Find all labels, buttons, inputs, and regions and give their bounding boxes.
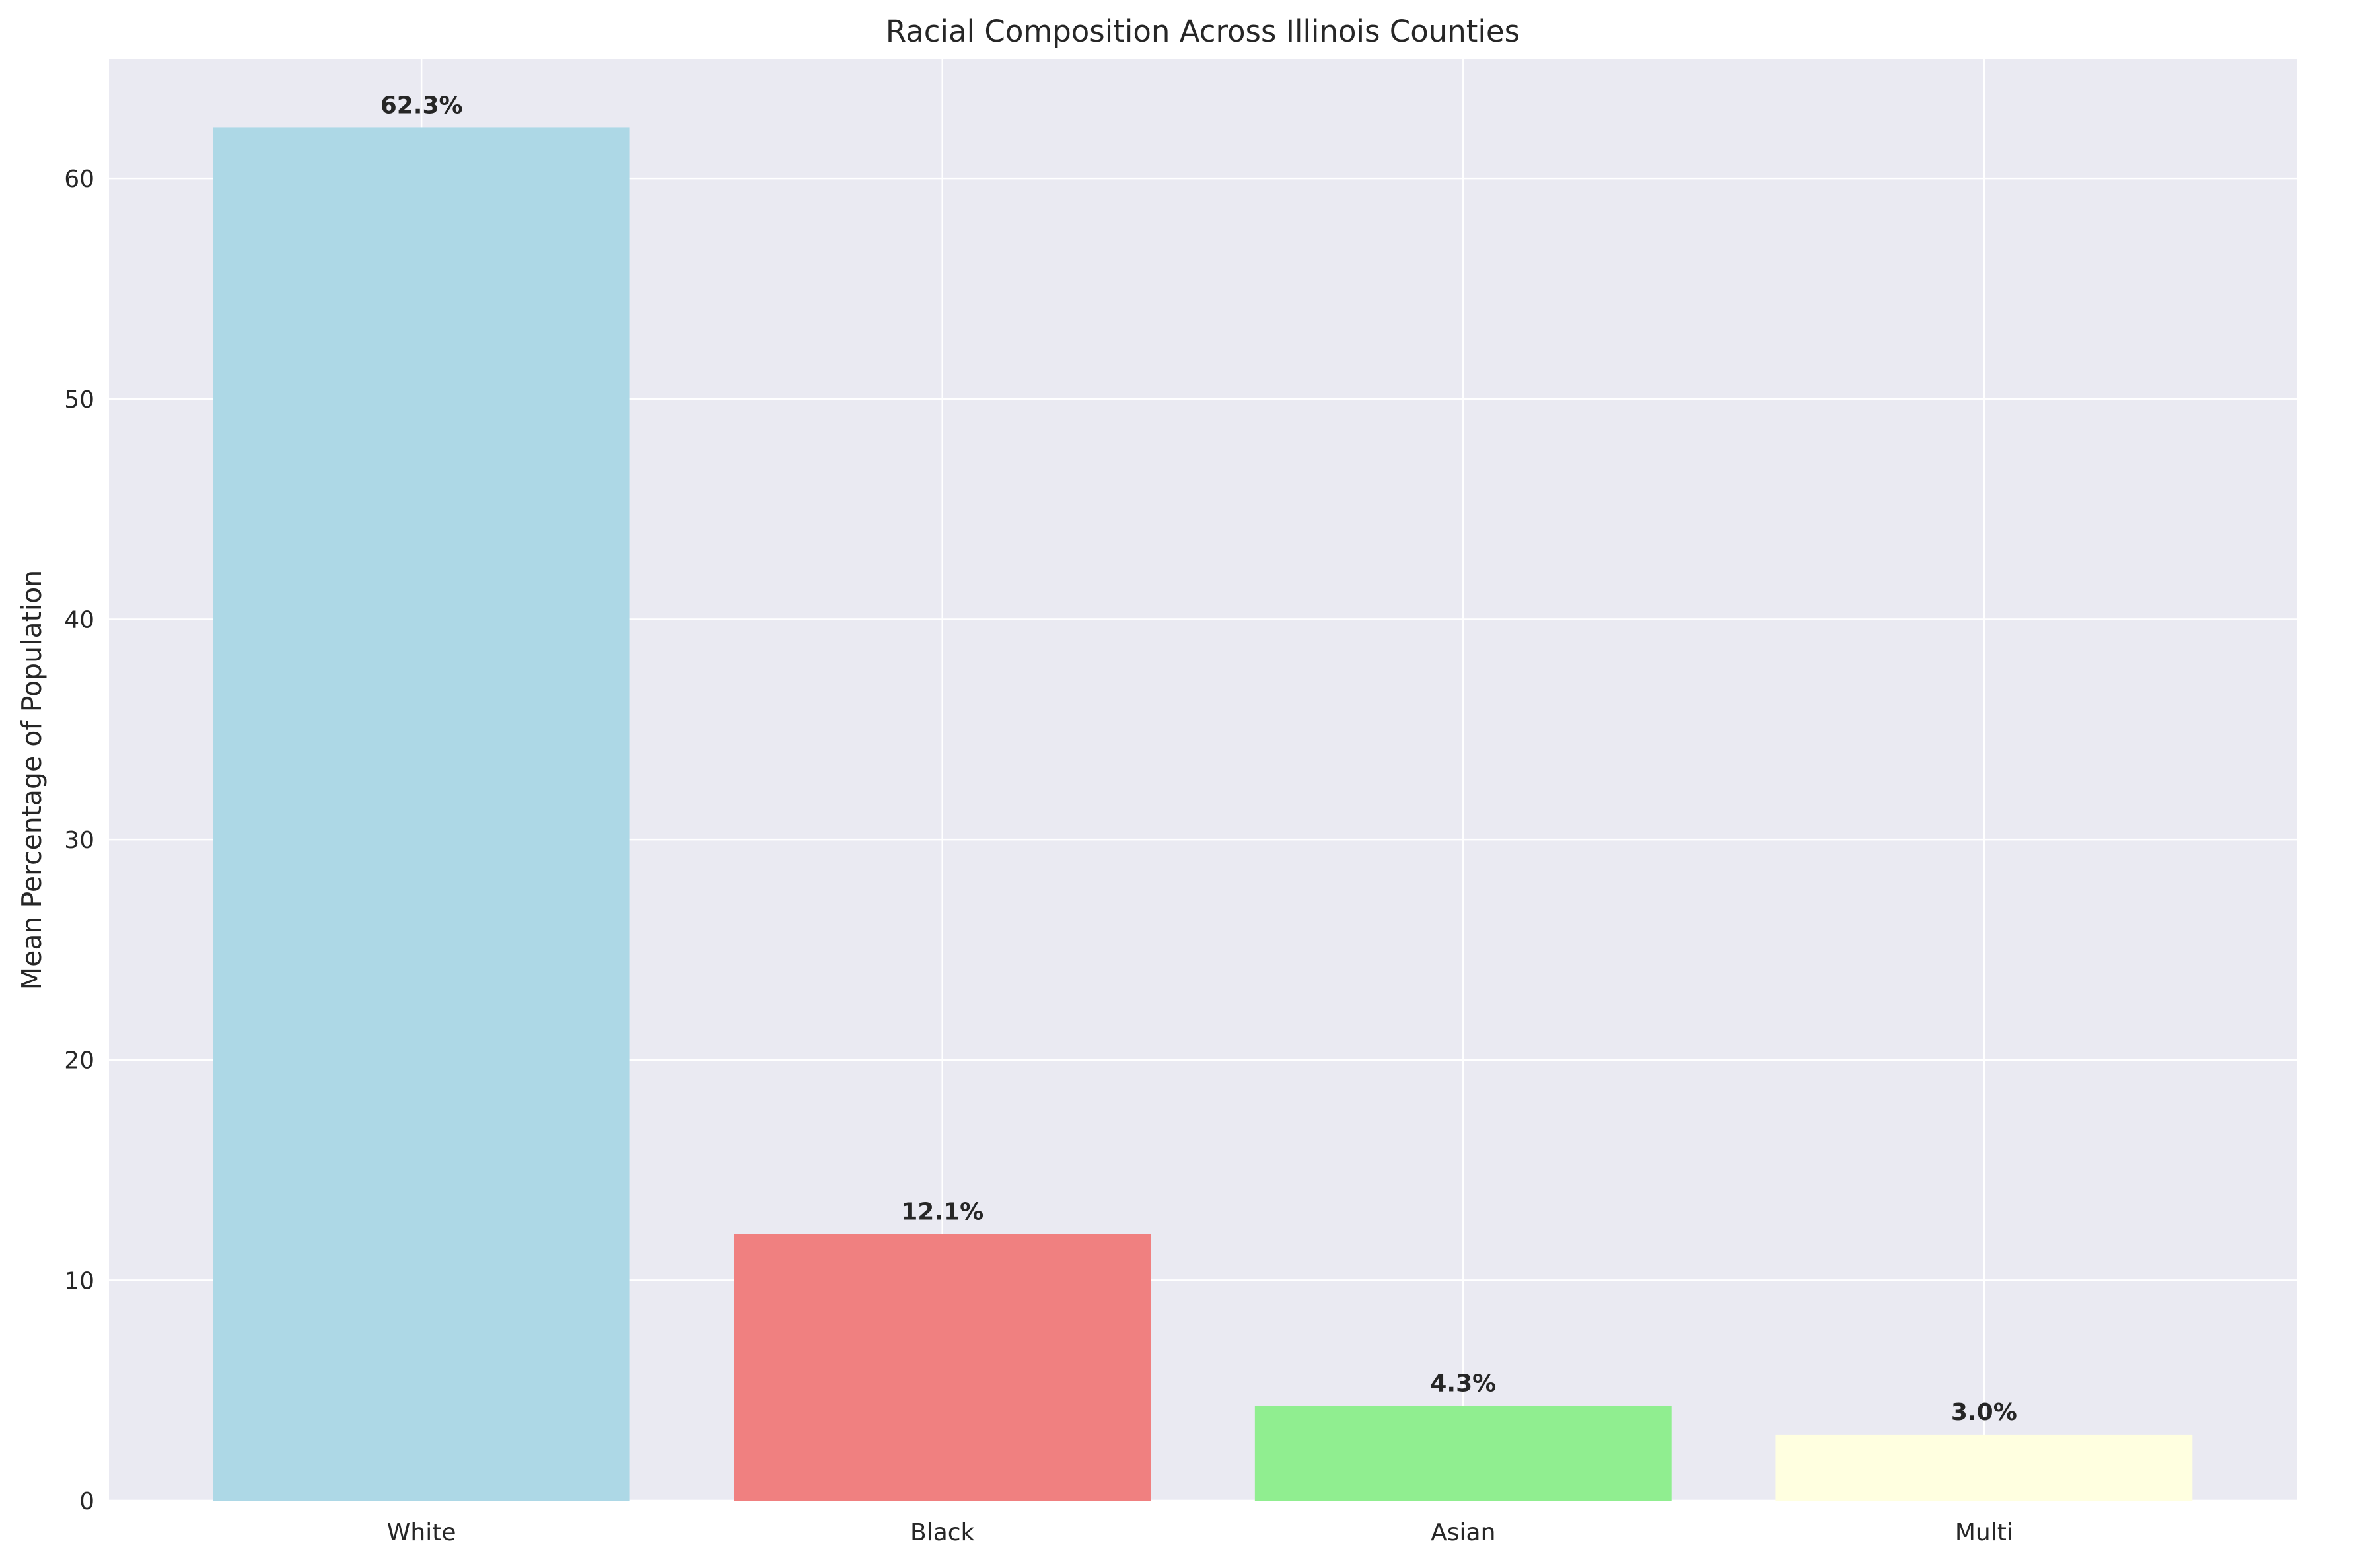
data-label-multi: 3.0% (1951, 1399, 2017, 1426)
x-tick-label-asian: Asian (1431, 1519, 1495, 1546)
data-label-black: 12.1% (901, 1198, 983, 1225)
y-tick-label-60: 60 (64, 166, 94, 193)
y-tick-label-50: 50 (64, 386, 94, 413)
x-tick-label-black: Black (910, 1519, 975, 1546)
data-labels: 62.3% 12.1% 4.3% 3.0% (380, 92, 2017, 1425)
data-label-asian: 4.3% (1430, 1371, 1496, 1398)
bar-white (213, 127, 630, 1501)
y-tick-label-0: 0 (79, 1488, 94, 1515)
y-tick-label-30: 30 (64, 827, 94, 854)
x-axis-ticks: White Black Asian Multi (387, 1519, 2013, 1546)
y-axis-ticks: 0 10 20 30 40 50 60 (64, 166, 94, 1515)
y-tick-label-10: 10 (64, 1267, 94, 1295)
bar-multi (1775, 1434, 2193, 1501)
y-tick-label-20: 20 (64, 1048, 94, 1075)
bar-asian (1254, 1406, 1672, 1501)
y-axis-label: Mean Percentage of Population (16, 570, 48, 990)
data-label-white: 62.3% (380, 92, 463, 119)
x-tick-label-white: White (387, 1519, 456, 1546)
x-tick-label-multi: Multi (1955, 1519, 2013, 1546)
y-tick-label-40: 40 (64, 606, 94, 633)
bars (213, 127, 2193, 1501)
bar-black (734, 1234, 1151, 1501)
chart-title: Racial Composition Across Illinois Count… (886, 14, 1520, 49)
